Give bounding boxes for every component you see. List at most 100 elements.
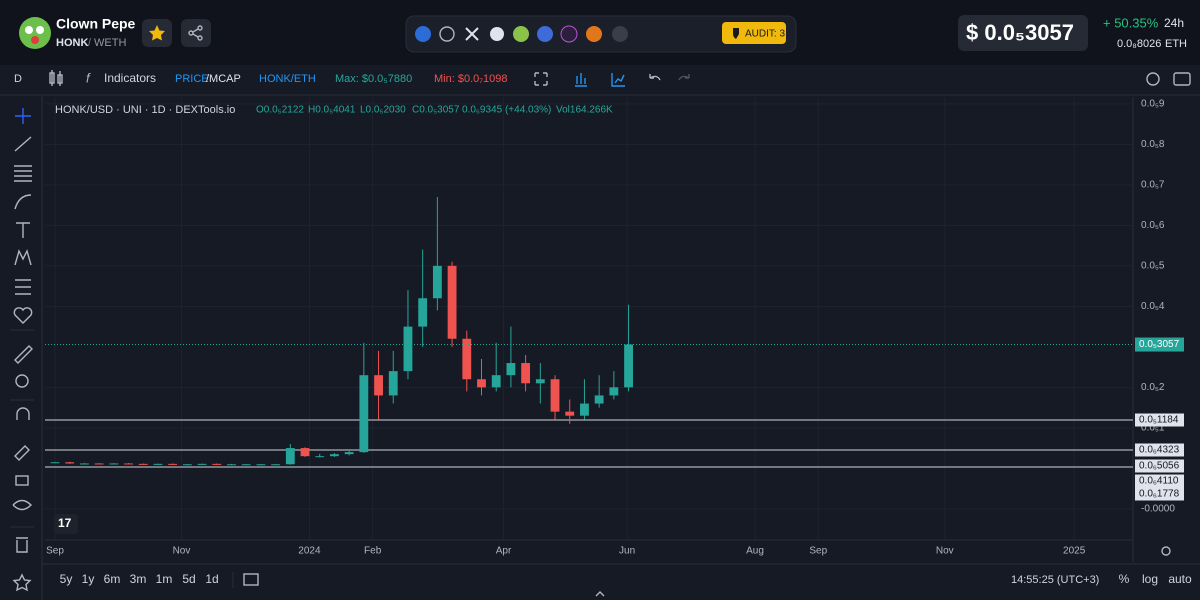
lock-draw-tool[interactable] xyxy=(14,445,30,461)
y-tick-label: 0.0₅7 xyxy=(1141,180,1165,191)
legend-close: C0.0₅3057 xyxy=(412,105,460,116)
avatar-nose xyxy=(31,36,39,44)
watchlist-tool[interactable] xyxy=(12,573,32,592)
screenshot-icon[interactable] xyxy=(1173,72,1191,86)
favorites-tool[interactable] xyxy=(13,307,33,324)
trendline-tool[interactable] xyxy=(14,136,32,152)
avatar-eye xyxy=(25,26,33,34)
drawing-tools xyxy=(12,108,33,592)
range-button[interactable]: 1m xyxy=(156,572,173,586)
chart-icon[interactable] xyxy=(611,73,625,87)
website-icon[interactable] xyxy=(439,26,455,42)
price-box xyxy=(958,15,1088,51)
indicators-button[interactable]: Indicators xyxy=(104,71,156,85)
candle-body xyxy=(300,448,310,457)
prediction-tool[interactable] xyxy=(15,279,31,295)
legend-open: O0.0₅2122 xyxy=(256,105,304,116)
last-price-box xyxy=(1135,337,1184,352)
x-tick-label: Nov xyxy=(936,546,954,557)
x-tick-label: Sep xyxy=(809,546,827,557)
max-price: Max: $0.0₅7880 xyxy=(335,73,412,85)
scale-option[interactable]: log xyxy=(1142,572,1158,586)
candle-body xyxy=(241,464,251,466)
eth-price: 0.0₈8026 xyxy=(1117,38,1161,50)
candle-body xyxy=(418,298,428,327)
collapse-handle[interactable] xyxy=(595,591,605,597)
toolbar-icons xyxy=(534,72,1191,87)
fullscreen-icon[interactable] xyxy=(534,72,548,86)
axes: 0.0₅9 0.0₅8 0.0₅7 0.0₅6 0.0₅5 0.0₅4 0.0₅2 0.0₅1… xyxy=(46,99,1175,557)
candle-body xyxy=(315,456,325,458)
crosshair-tool[interactable] xyxy=(15,108,31,124)
x-tick-label: Nov xyxy=(173,546,191,557)
candle-body xyxy=(212,463,222,465)
undo-icon[interactable] xyxy=(649,74,661,81)
delete-tool[interactable] xyxy=(16,537,28,553)
avatar-eye xyxy=(36,26,44,34)
candle-body xyxy=(138,463,148,465)
candle-body xyxy=(182,464,192,466)
text-tool[interactable] xyxy=(16,222,30,238)
x-tick-label: Sep xyxy=(46,546,64,557)
legend-symbol: HONK/USD · UNI · 1D · DEXTools.io xyxy=(55,104,235,116)
metamask-icon[interactable] xyxy=(586,26,602,42)
hide-tool[interactable] xyxy=(12,499,32,511)
candle-body xyxy=(330,454,339,457)
candle-body xyxy=(594,395,604,404)
scan-icon[interactable] xyxy=(560,25,578,43)
legend-change: 0.0₆9345 (+44.03%) xyxy=(462,105,551,116)
ruler-tool[interactable] xyxy=(14,345,33,364)
brush-tool[interactable] xyxy=(14,194,32,210)
more-icon[interactable] xyxy=(612,26,628,42)
candle-type-icon[interactable] xyxy=(49,70,63,86)
candle-body xyxy=(506,363,516,376)
fx-icon: f xyxy=(86,70,91,85)
x-tick-label: Feb xyxy=(364,546,382,557)
range-button[interactable]: 6m xyxy=(104,572,121,586)
redo-icon[interactable] xyxy=(678,74,690,81)
price-labels: 0.0₅3057 0.0₅1184 0.0₆4323 0.0₆5056 0.0₆4110… xyxy=(1135,337,1184,501)
price-line-box xyxy=(1135,413,1184,427)
cmc-icon[interactable] xyxy=(537,26,553,42)
fib-tool[interactable] xyxy=(14,165,32,182)
y-tick-label: 0.0₅6 xyxy=(1141,220,1165,231)
candle-body xyxy=(109,463,119,465)
candle-body xyxy=(550,379,560,412)
mcap-toggle[interactable]: /MCAP xyxy=(206,73,241,85)
price-toggle[interactable]: PRICE xyxy=(175,73,209,85)
magnet-tool[interactable] xyxy=(16,407,30,420)
share-icon xyxy=(188,25,203,41)
lock-tool[interactable] xyxy=(15,475,29,486)
share-button[interactable] xyxy=(181,19,211,47)
pair-toggle[interactable]: HONK/ETH xyxy=(259,73,316,85)
range-button[interactable]: 5y xyxy=(60,572,73,586)
price-line-box xyxy=(1135,459,1184,473)
audit-badge[interactable] xyxy=(722,22,786,44)
candle-body xyxy=(50,462,60,464)
clock: 14:55:25 (UTC+3) xyxy=(1011,574,1099,586)
range-button[interactable]: 1y xyxy=(82,572,95,586)
candle-body xyxy=(227,464,236,466)
range-button[interactable]: 1d xyxy=(205,572,218,586)
interval-button[interactable]: D xyxy=(14,73,22,85)
range-button[interactable]: 3m xyxy=(130,572,147,586)
audit-label: AUDIT: 3 xyxy=(745,29,785,40)
telegram-icon[interactable] xyxy=(490,27,504,41)
dextools-icon[interactable] xyxy=(415,26,431,42)
settings-icon[interactable] xyxy=(1146,72,1160,86)
candle-body xyxy=(271,464,281,466)
scale-option[interactable]: auto xyxy=(1168,572,1192,586)
x-tick-label: Aug xyxy=(746,546,764,557)
volume-icon[interactable] xyxy=(575,73,587,87)
footer: 5y 1y 6m 3m 1m 5d 1d% log auto xyxy=(60,572,1192,586)
x-icon[interactable] xyxy=(465,27,479,41)
axis-settings-icon[interactable] xyxy=(1161,546,1171,556)
coingecko-icon[interactable] xyxy=(513,26,529,42)
range-button[interactable]: 5d xyxy=(182,572,195,586)
pattern-tool[interactable] xyxy=(14,249,32,266)
scale-option[interactable]: % xyxy=(1119,572,1130,586)
date-range-icon[interactable] xyxy=(243,573,259,586)
zoom-tool[interactable] xyxy=(15,374,29,388)
audit-shield xyxy=(733,28,739,39)
